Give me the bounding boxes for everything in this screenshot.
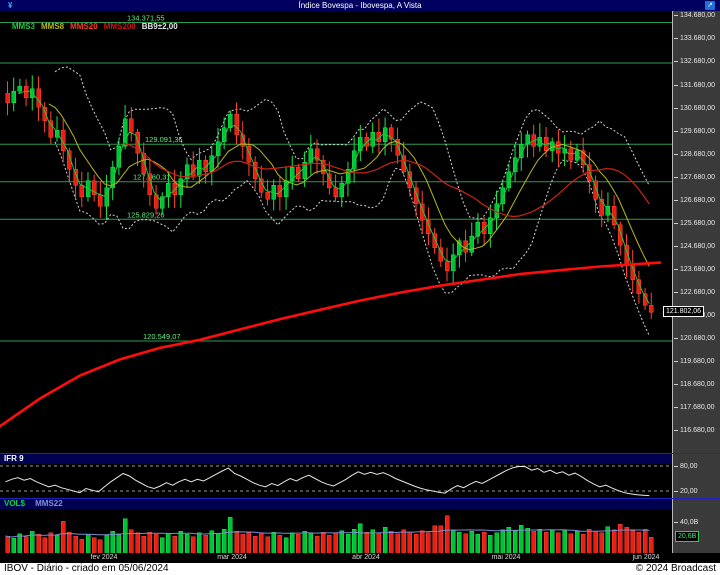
month-label: abr 2024 (352, 554, 380, 561)
indicator-legend: MMS3 MMS8 MMS20 MMS200 BB9±2,00 (3, 13, 184, 40)
month-label: mai 2024 (491, 554, 521, 561)
ifr-panel-header: IFR 9 (0, 454, 672, 464)
month-label: fev 2024 (90, 554, 118, 561)
vol-title[interactable]: VOL$ (4, 499, 25, 508)
chart-description: IBOV - Diário - criado em 05/06/2024 (4, 563, 169, 574)
title-bar: ¥ Índice Bovespa - Ibovespa, A Vista (0, 0, 720, 11)
panel-separator[interactable] (0, 453, 720, 454)
price-tick: 116.680,00 (673, 426, 715, 435)
vol-tick: 40,0B (673, 518, 698, 527)
price-tick: 128.680,00 (673, 150, 715, 159)
legend-mms200[interactable]: MMS200 (103, 22, 136, 31)
window-title: Índice Bovespa - Ibovespa, A Vista (298, 1, 422, 10)
svg-text:134.371,55: 134.371,55 (127, 14, 165, 23)
price-tick: 118.680,00 (673, 380, 715, 389)
price-tick: 132.680,00 (673, 57, 715, 66)
time-axis: fev 2024 mar 2024 abr 2024 mai 2024 jun 2024 (0, 553, 720, 563)
legend-bb[interactable]: BB9±2,00 (141, 22, 178, 31)
vol-panel-header: VOL$ MMS22 (0, 499, 672, 509)
price-tick: 127.680,00 (673, 173, 715, 182)
ifr-tick: 80,00 (673, 462, 698, 471)
price-tick: 124.680,00 (673, 242, 715, 251)
status-bar: IBOV - Diário - criado em 05/06/2024 © 2… (0, 563, 720, 575)
price-chart[interactable]: 134.371,55129.091,36127.460,31125.829,26… (0, 11, 672, 453)
app-icon: ¥ (8, 1, 13, 10)
price-tick: 130.680,00 (673, 104, 715, 113)
price-tick: 125.680,00 (673, 219, 715, 228)
copyright: © 2024 Broadcast (635, 563, 716, 574)
price-tick: 134.680,00 (673, 11, 715, 20)
price-tick: 117.680,00 (673, 403, 715, 412)
ifr-chart[interactable] (0, 454, 672, 498)
svg-text:129.091,36: 129.091,36 (145, 135, 183, 144)
legend-mms20[interactable]: MMS20 (70, 22, 98, 31)
panel-separator-2[interactable] (0, 498, 720, 499)
last-price-badge: 121.802,06 (663, 306, 705, 318)
last-volume-badge: 20,6B (675, 531, 700, 542)
price-tick: 119.680,00 (673, 357, 715, 366)
svg-text:125.829,26: 125.829,26 (127, 210, 165, 219)
month-label: mar 2024 (217, 554, 247, 561)
price-tick: 126.680,00 (673, 196, 715, 205)
month-label: jun 2024 (632, 554, 660, 561)
legend-mms3[interactable]: MMS3 (11, 22, 36, 31)
price-tick: 122.680,00 (673, 288, 715, 297)
ifr-tick: 20,00 (673, 487, 698, 496)
price-tick: 129.680,00 (673, 127, 715, 136)
ifr-title[interactable]: IFR 9 (4, 454, 24, 463)
price-tick: 131.680,00 (673, 81, 715, 90)
legend-mms8[interactable]: MMS8 (41, 22, 65, 31)
popout-icon[interactable]: ↗ (705, 1, 715, 10)
price-tick: 123.680,00 (673, 265, 715, 274)
price-axis-gutter: 134.680,00 133.680,00 132.680,00 131.680,00… (672, 11, 720, 553)
svg-text:120.549,07: 120.549,07 (143, 332, 181, 341)
vol-ma-label[interactable]: MMS22 (35, 499, 63, 508)
price-tick: 133.680,00 (673, 34, 715, 43)
price-tick: 120.680,00 (673, 334, 715, 343)
